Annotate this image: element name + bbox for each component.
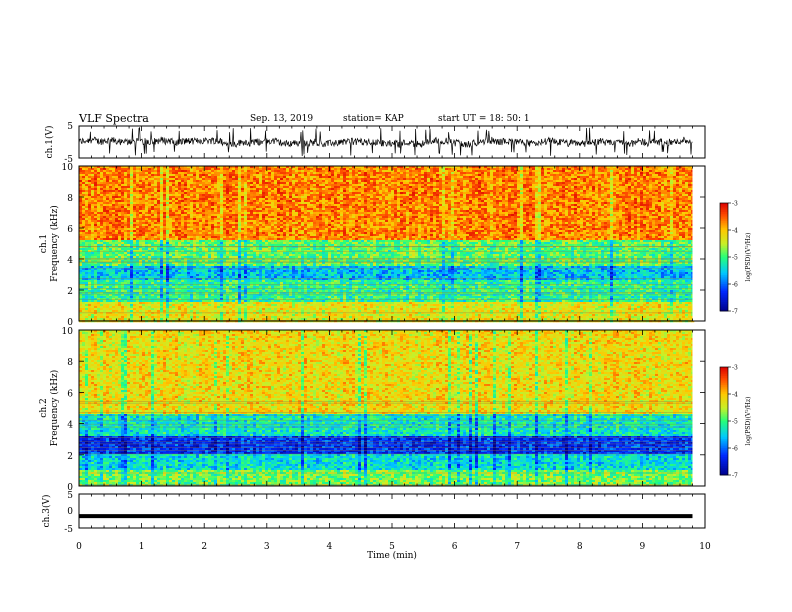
time-tick-label: 9 bbox=[640, 542, 646, 552]
colorbar-tick-label: -5 bbox=[732, 419, 738, 426]
ch1-ylabel: Frequency (kHz) bbox=[49, 205, 60, 282]
ch2-ytick-label: 6 bbox=[67, 389, 73, 399]
ch1-ytick-label: 4 bbox=[67, 256, 73, 266]
ch3-ytick-label: 5 bbox=[67, 491, 73, 501]
colorbar-tick-label: -6 bbox=[732, 446, 738, 453]
time-tick-label: 4 bbox=[327, 542, 333, 552]
colorbar-tick-label: -7 bbox=[732, 309, 738, 316]
ch1-colorbar: -3 -4 -5 -6 -7 log(PSD)(V²/Hz) bbox=[720, 201, 752, 316]
ch2-ytick-label: 10 bbox=[62, 327, 74, 337]
ch1-ytick-label: 2 bbox=[67, 287, 73, 297]
ch2-spectrogram-cells bbox=[79, 330, 694, 486]
ch1-ytick-label: 5 bbox=[67, 122, 73, 132]
colorbar-label: log(PSD)(V²/Hz) bbox=[745, 233, 752, 282]
time-axis-label: Time (min) bbox=[367, 550, 417, 561]
ch1-nodata-area bbox=[692, 166, 705, 321]
ch2-ytick-label: 8 bbox=[67, 358, 73, 368]
ch1-ylabel: ch.1(V) bbox=[44, 126, 55, 159]
time-tick-label: 0 bbox=[76, 542, 82, 552]
colorbar-tick-label: -3 bbox=[732, 201, 738, 208]
time-tick-label: 7 bbox=[514, 542, 520, 552]
ch3-waveform-frame bbox=[79, 494, 705, 528]
ch1-ytick-label: 10 bbox=[62, 163, 74, 173]
ch1-ylabel-channel: ch.1 bbox=[39, 234, 49, 253]
colorbar-tick-label: -6 bbox=[732, 282, 738, 289]
ch3-waveform-panel: 5 0 -5 ch.3(V) bbox=[41, 491, 705, 535]
ch2-ylabel-channel: ch.2 bbox=[39, 398, 49, 417]
time-tick-label: 8 bbox=[577, 542, 583, 552]
time-tick-label: 1 bbox=[139, 542, 145, 552]
time-tick-label: 3 bbox=[264, 542, 270, 552]
ch3-ytick-label: 0 bbox=[67, 507, 73, 517]
ch2-colorbar: -3 -4 -5 -6 -7 log(PSD)(V²/Hz) bbox=[720, 365, 752, 480]
ch2-ytick-label: 4 bbox=[67, 421, 73, 431]
colorbar-tick-label: -5 bbox=[732, 255, 738, 262]
ch1-ytick-label: 6 bbox=[67, 225, 73, 235]
ch1-waveform-line bbox=[79, 128, 692, 156]
time-tick-label: 10 bbox=[699, 542, 711, 552]
colorbar-tick-label: -4 bbox=[732, 228, 738, 235]
ch3-ylabel: ch.3(V) bbox=[41, 495, 52, 528]
ch2-nodata-area bbox=[692, 330, 705, 486]
colorbar-tick-label: -4 bbox=[732, 392, 738, 399]
time-tick-label: 2 bbox=[201, 542, 207, 552]
ch1-spectrogram-cells bbox=[79, 166, 694, 322]
colorbar-tick-label: -7 bbox=[732, 473, 738, 480]
ch2-ylabel: Frequency (kHz) bbox=[49, 370, 60, 447]
colorbar-label: log(PSD)(V²/Hz) bbox=[745, 397, 752, 446]
ch3-ytick-label: -5 bbox=[64, 525, 73, 535]
vlf-figure: 5-5ch.1(V) 0246810ch.1 Frequency (kHz) 02… bbox=[0, 0, 792, 612]
ch1-ytick-label: 8 bbox=[67, 194, 73, 204]
ch2-ytick-label: 2 bbox=[67, 452, 73, 462]
time-tick-label: 6 bbox=[452, 542, 458, 552]
ch1-waveform-panel: 5-5ch.1(V) bbox=[44, 122, 705, 165]
colorbar-tick-label: -3 bbox=[732, 365, 738, 372]
